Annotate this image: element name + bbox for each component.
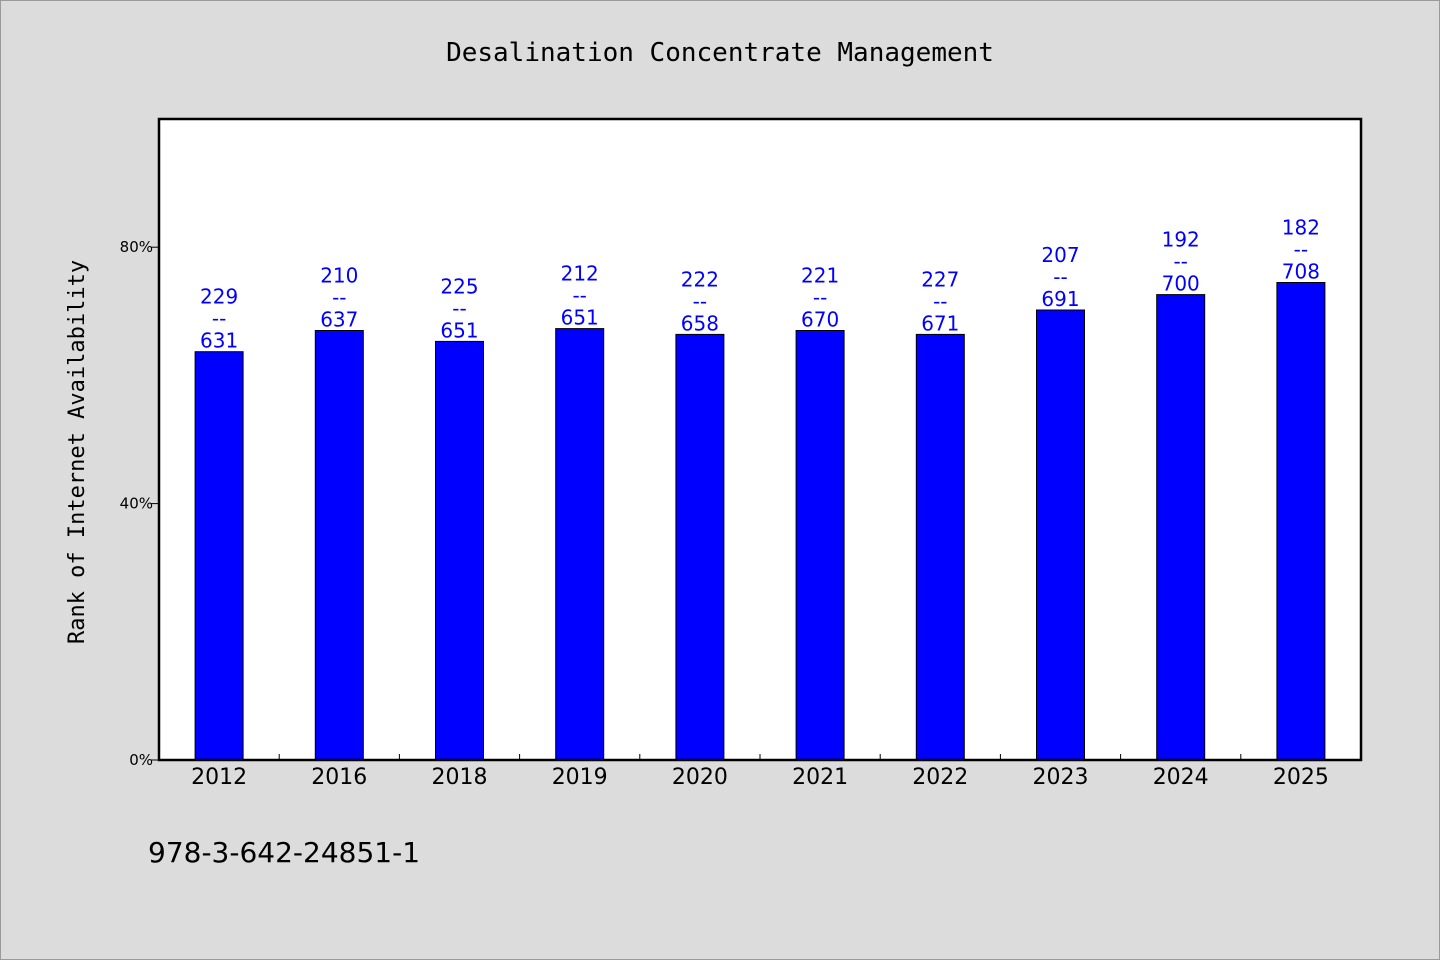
y-tick-label: 80% bbox=[120, 238, 153, 256]
x-tick-label-2021: 2021 bbox=[792, 765, 848, 790]
y-tick-label: 40% bbox=[120, 495, 153, 513]
chart-title: Desalination Concentrate Management bbox=[446, 38, 994, 68]
bar-2023 bbox=[1036, 309, 1085, 761]
x-tick-label-2024: 2024 bbox=[1153, 765, 1209, 790]
data-label-bottom-2016: 637 bbox=[320, 308, 358, 332]
data-labels-layer: 229--631210--637225--651212--651222--658… bbox=[200, 216, 1320, 353]
data-label-sep-2018: -- bbox=[452, 296, 466, 320]
bars-layer bbox=[194, 282, 1326, 761]
data-label-bottom-2021: 670 bbox=[801, 308, 839, 332]
bar-2019 bbox=[555, 328, 605, 761]
bar-2022 bbox=[915, 333, 965, 761]
x-tick-label-2018: 2018 bbox=[432, 765, 488, 790]
x-axis: 2012 2016 2018 2019 2020 2021 2022 2023 2024 2025 bbox=[158, 754, 1329, 790]
data-label-bottom-2020: 658 bbox=[681, 311, 719, 335]
data-label-bottom-2012: 631 bbox=[200, 329, 238, 353]
data-label-top-2022: 227 bbox=[921, 267, 959, 291]
data-label-sep-2016: -- bbox=[332, 286, 346, 310]
y-axis: 0% 40% 80% bbox=[120, 238, 159, 769]
data-label-top-2023: 207 bbox=[1041, 243, 1079, 267]
data-label-top-2012: 229 bbox=[200, 285, 238, 309]
data-label-bottom-2024: 700 bbox=[1162, 272, 1200, 296]
bar-2020 bbox=[675, 333, 725, 761]
bar-2018 bbox=[435, 340, 484, 761]
footnote-code: 978-3-642-24851-1 bbox=[148, 836, 420, 869]
data-label-sep-2021: -- bbox=[813, 286, 827, 310]
data-label-sep-2012: -- bbox=[212, 307, 226, 331]
data-label-bottom-2022: 671 bbox=[921, 311, 959, 335]
data-label-bottom-2019: 651 bbox=[561, 306, 599, 330]
data-label-sep-2024: -- bbox=[1173, 250, 1187, 274]
x-tick-label-2023: 2023 bbox=[1033, 765, 1089, 790]
data-label-bottom-2023: 691 bbox=[1041, 287, 1079, 311]
x-tick-label-2016: 2016 bbox=[311, 765, 367, 790]
data-label-bottom-2018: 651 bbox=[440, 318, 478, 342]
y-axis-label: Rank of Internet Availability bbox=[65, 260, 90, 644]
bar-2025 bbox=[1276, 282, 1326, 761]
data-label-bottom-2025: 708 bbox=[1282, 260, 1320, 284]
x-tick-label-2025: 2025 bbox=[1273, 765, 1329, 790]
data-label-sep-2019: -- bbox=[572, 284, 586, 308]
x-tick-label-2020: 2020 bbox=[672, 765, 728, 790]
data-label-top-2019: 212 bbox=[561, 262, 599, 286]
x-tick-label-2012: 2012 bbox=[191, 765, 247, 790]
bar-2016 bbox=[314, 330, 364, 761]
data-label-top-2025: 182 bbox=[1282, 216, 1320, 240]
y-tick-label: 0% bbox=[129, 751, 153, 769]
data-label-top-2020: 222 bbox=[681, 267, 719, 291]
data-label-top-2024: 192 bbox=[1162, 228, 1200, 252]
bar-2024 bbox=[1156, 294, 1206, 761]
data-label-top-2021: 221 bbox=[801, 264, 839, 288]
x-tick-label-2022: 2022 bbox=[912, 765, 968, 790]
bar-2012 bbox=[194, 351, 244, 761]
data-label-sep-2020: -- bbox=[693, 289, 707, 313]
data-label-top-2016: 210 bbox=[320, 264, 358, 288]
x-tick-label-2019: 2019 bbox=[552, 765, 608, 790]
bar-2021 bbox=[795, 330, 845, 761]
data-label-top-2018: 225 bbox=[440, 274, 478, 298]
data-label-sep-2025: -- bbox=[1294, 238, 1308, 262]
data-label-sep-2023: -- bbox=[1053, 265, 1067, 289]
data-label-sep-2022: -- bbox=[933, 289, 947, 313]
